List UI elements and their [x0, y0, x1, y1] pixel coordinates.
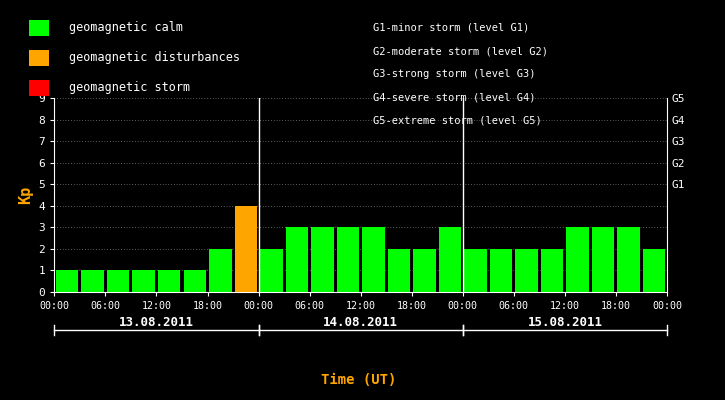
Text: geomagnetic calm: geomagnetic calm	[69, 22, 183, 34]
Text: 15.08.2011: 15.08.2011	[527, 316, 602, 328]
Text: geomagnetic disturbances: geomagnetic disturbances	[69, 52, 240, 64]
Bar	[209, 249, 231, 292]
Text: Time (UT): Time (UT)	[321, 373, 397, 387]
Text: 14.08.2011: 14.08.2011	[323, 316, 398, 328]
Bar	[464, 249, 486, 292]
Bar	[286, 227, 308, 292]
Bar	[133, 270, 155, 292]
Bar	[81, 270, 104, 292]
Bar	[107, 270, 130, 292]
Bar	[566, 227, 589, 292]
Text: G2-moderate storm (level G2): G2-moderate storm (level G2)	[373, 46, 548, 56]
Text: G1-minor storm (level G1): G1-minor storm (level G1)	[373, 23, 530, 33]
Bar	[362, 227, 385, 292]
Bar	[235, 206, 257, 292]
Text: 13.08.2011: 13.08.2011	[119, 316, 194, 328]
Y-axis label: Kp: Kp	[18, 186, 33, 204]
Bar	[56, 270, 78, 292]
Bar	[311, 227, 334, 292]
Bar	[643, 249, 666, 292]
Bar	[592, 227, 614, 292]
Bar	[158, 270, 181, 292]
Bar	[541, 249, 563, 292]
Bar	[439, 227, 461, 292]
Bar	[183, 270, 206, 292]
Text: G3-strong storm (level G3): G3-strong storm (level G3)	[373, 69, 536, 79]
Bar	[515, 249, 538, 292]
Bar	[388, 249, 410, 292]
Bar	[413, 249, 436, 292]
Bar	[618, 227, 640, 292]
Text: G4-severe storm (level G4): G4-severe storm (level G4)	[373, 93, 536, 103]
Text: geomagnetic storm: geomagnetic storm	[69, 82, 190, 94]
Bar	[260, 249, 283, 292]
Bar	[490, 249, 513, 292]
Text: G5-extreme storm (level G5): G5-extreme storm (level G5)	[373, 116, 542, 126]
Bar	[336, 227, 359, 292]
